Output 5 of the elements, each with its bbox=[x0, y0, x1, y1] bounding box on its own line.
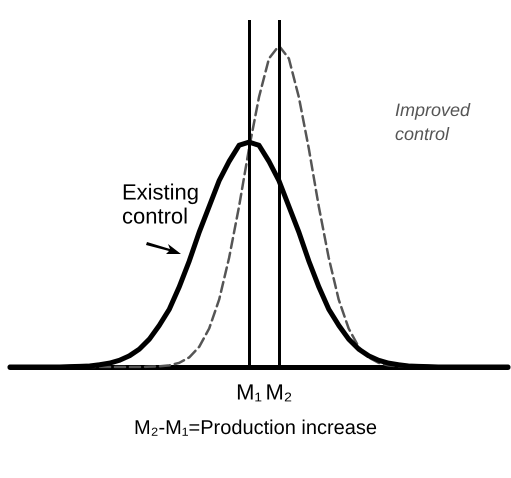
text: Improved control bbox=[395, 100, 472, 144]
x-tick-label: M₂ bbox=[265, 380, 292, 404]
series-label: Existing control bbox=[122, 180, 200, 228]
text: M₂-M₁=Production increase bbox=[134, 417, 377, 439]
x-tick-label: M₁ bbox=[236, 380, 262, 404]
